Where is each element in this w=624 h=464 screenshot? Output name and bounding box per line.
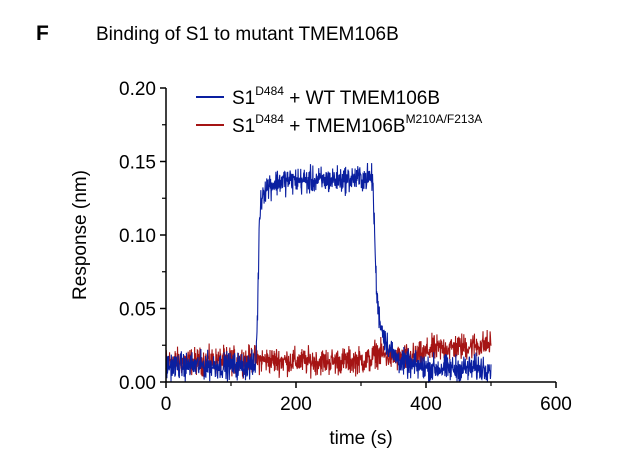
legend: S1D484 + WT TMEM106B S1D484 + TMEM106BM21… — [196, 84, 482, 137]
x-tick-label: 600 — [540, 394, 572, 415]
legend-entry: S1D484 + WT TMEM106B — [232, 84, 440, 109]
legend-entry: S1D484 + TMEM106BM210A/F213A — [232, 112, 482, 137]
y-tick-label: 0.20 — [119, 79, 156, 100]
x-tick-label: 0 — [161, 394, 172, 415]
x-tick-label: 400 — [410, 394, 442, 415]
x-tick-label: 200 — [280, 394, 312, 415]
panel-label: F — [36, 22, 49, 45]
y-axis-label: Response (nm) — [70, 170, 91, 300]
series-line-wt — [165, 162, 492, 384]
y-tick-label: 0.05 — [119, 300, 156, 321]
series-line-mutant — [165, 330, 492, 379]
x-axis-label: time (s) — [329, 428, 392, 449]
y-tick-label: 0.15 — [119, 153, 156, 174]
y-tick-label: 0.10 — [119, 226, 156, 247]
chart-title: Binding of S1 to mutant TMEM106B — [96, 24, 399, 45]
y-tick-label: 0.00 — [119, 373, 156, 394]
